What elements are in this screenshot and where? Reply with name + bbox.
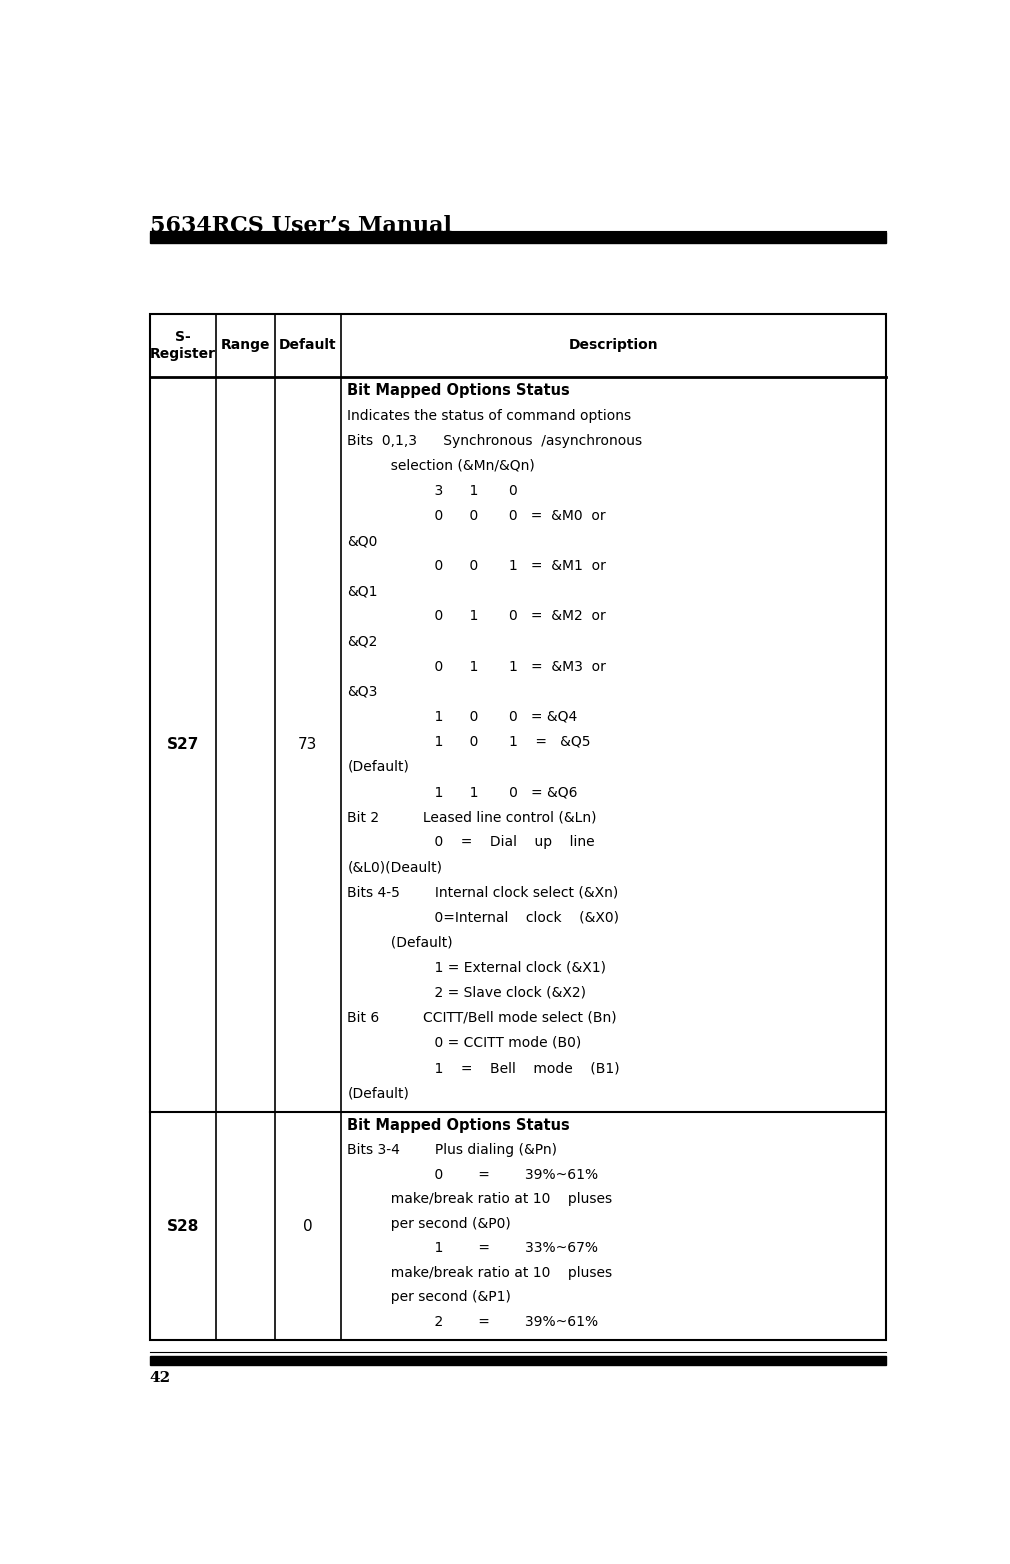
Text: Bit 2          Leased line control (&Ln): Bit 2 Leased line control (&Ln): [347, 810, 597, 824]
Text: Bits 4-5        Internal clock select (&Xn): Bits 4-5 Internal clock select (&Xn): [347, 885, 618, 899]
Text: 0 = CCITT mode (B0): 0 = CCITT mode (B0): [347, 1035, 582, 1049]
Text: 42: 42: [149, 1372, 171, 1386]
Text: Description: Description: [569, 338, 659, 352]
Text: Bit Mapped Options Status: Bit Mapped Options Status: [347, 383, 570, 399]
Text: &Q3: &Q3: [347, 685, 378, 699]
Text: 0    =    Dial    up    line: 0 = Dial up line: [347, 835, 595, 849]
Text: (Default): (Default): [347, 760, 409, 774]
Text: 2        =        39%~61%: 2 = 39%~61%: [347, 1315, 598, 1329]
Text: 0      0       1   =  &M1  or: 0 0 1 = &M1 or: [347, 560, 606, 574]
Bar: [149, 314, 886, 1340]
Text: per second (&P1): per second (&P1): [347, 1290, 511, 1304]
Text: &Q0: &Q0: [347, 535, 378, 547]
Text: S28: S28: [167, 1218, 199, 1234]
Text: (Default): (Default): [347, 1085, 409, 1099]
Text: 1 = External clock (&X1): 1 = External clock (&X1): [347, 960, 606, 974]
Text: (Default): (Default): [347, 935, 452, 949]
Text: Bits 3-4        Plus dialing (&Pn): Bits 3-4 Plus dialing (&Pn): [347, 1143, 558, 1157]
Text: 0      0       0   =  &M0  or: 0 0 0 = &M0 or: [347, 508, 606, 522]
Text: 0      1       0   =  &M2  or: 0 1 0 = &M2 or: [347, 610, 606, 624]
Text: Bits  0,1,3      Synchronous  /asynchronous: Bits 0,1,3 Synchronous /asynchronous: [347, 433, 642, 447]
Text: 3      1       0: 3 1 0: [347, 483, 518, 497]
Text: S-
Register: S- Register: [149, 330, 216, 361]
Text: Indicates the status of command options: Indicates the status of command options: [347, 408, 631, 422]
Bar: [149, 231, 886, 242]
Text: make/break ratio at 10    pluses: make/break ratio at 10 pluses: [347, 1192, 612, 1206]
Text: 0      1       1   =  &M3  or: 0 1 1 = &M3 or: [347, 660, 606, 674]
Text: make/break ratio at 10    pluses: make/break ratio at 10 pluses: [347, 1265, 612, 1279]
Text: 5634RCS User’s Manual: 5634RCS User’s Manual: [149, 216, 451, 238]
Text: 0: 0: [303, 1218, 313, 1234]
Text: S27: S27: [167, 737, 199, 752]
Text: Range: Range: [220, 338, 270, 352]
Bar: [149, 1356, 886, 1365]
Text: (&L0)(Deault): (&L0)(Deault): [347, 860, 442, 874]
Text: &Q1: &Q1: [347, 585, 378, 599]
Text: 73: 73: [298, 737, 317, 752]
Text: Bit Mapped Options Status: Bit Mapped Options Status: [347, 1118, 570, 1132]
Text: per second (&P0): per second (&P0): [347, 1217, 511, 1231]
Text: Bit 6          CCITT/Bell mode select (Bn): Bit 6 CCITT/Bell mode select (Bn): [347, 1010, 617, 1024]
Text: &Q2: &Q2: [347, 635, 378, 649]
Text: Default: Default: [279, 338, 336, 352]
Text: 1      0       0   = &Q4: 1 0 0 = &Q4: [347, 710, 578, 724]
Text: 0=Internal    clock    (&X0): 0=Internal clock (&X0): [347, 910, 619, 924]
Text: selection (&Mn/&Qn): selection (&Mn/&Qn): [347, 458, 535, 472]
Text: 0        =        39%~61%: 0 = 39%~61%: [347, 1168, 598, 1181]
Text: 1    =    Bell    mode    (B1): 1 = Bell mode (B1): [347, 1060, 620, 1074]
Text: 2 = Slave clock (&X2): 2 = Slave clock (&X2): [347, 985, 586, 999]
Text: 1      0       1    =   &Q5: 1 0 1 = &Q5: [347, 735, 591, 749]
Text: 1        =        33%~67%: 1 = 33%~67%: [347, 1242, 598, 1256]
Text: 1      1       0   = &Q6: 1 1 0 = &Q6: [347, 785, 578, 799]
